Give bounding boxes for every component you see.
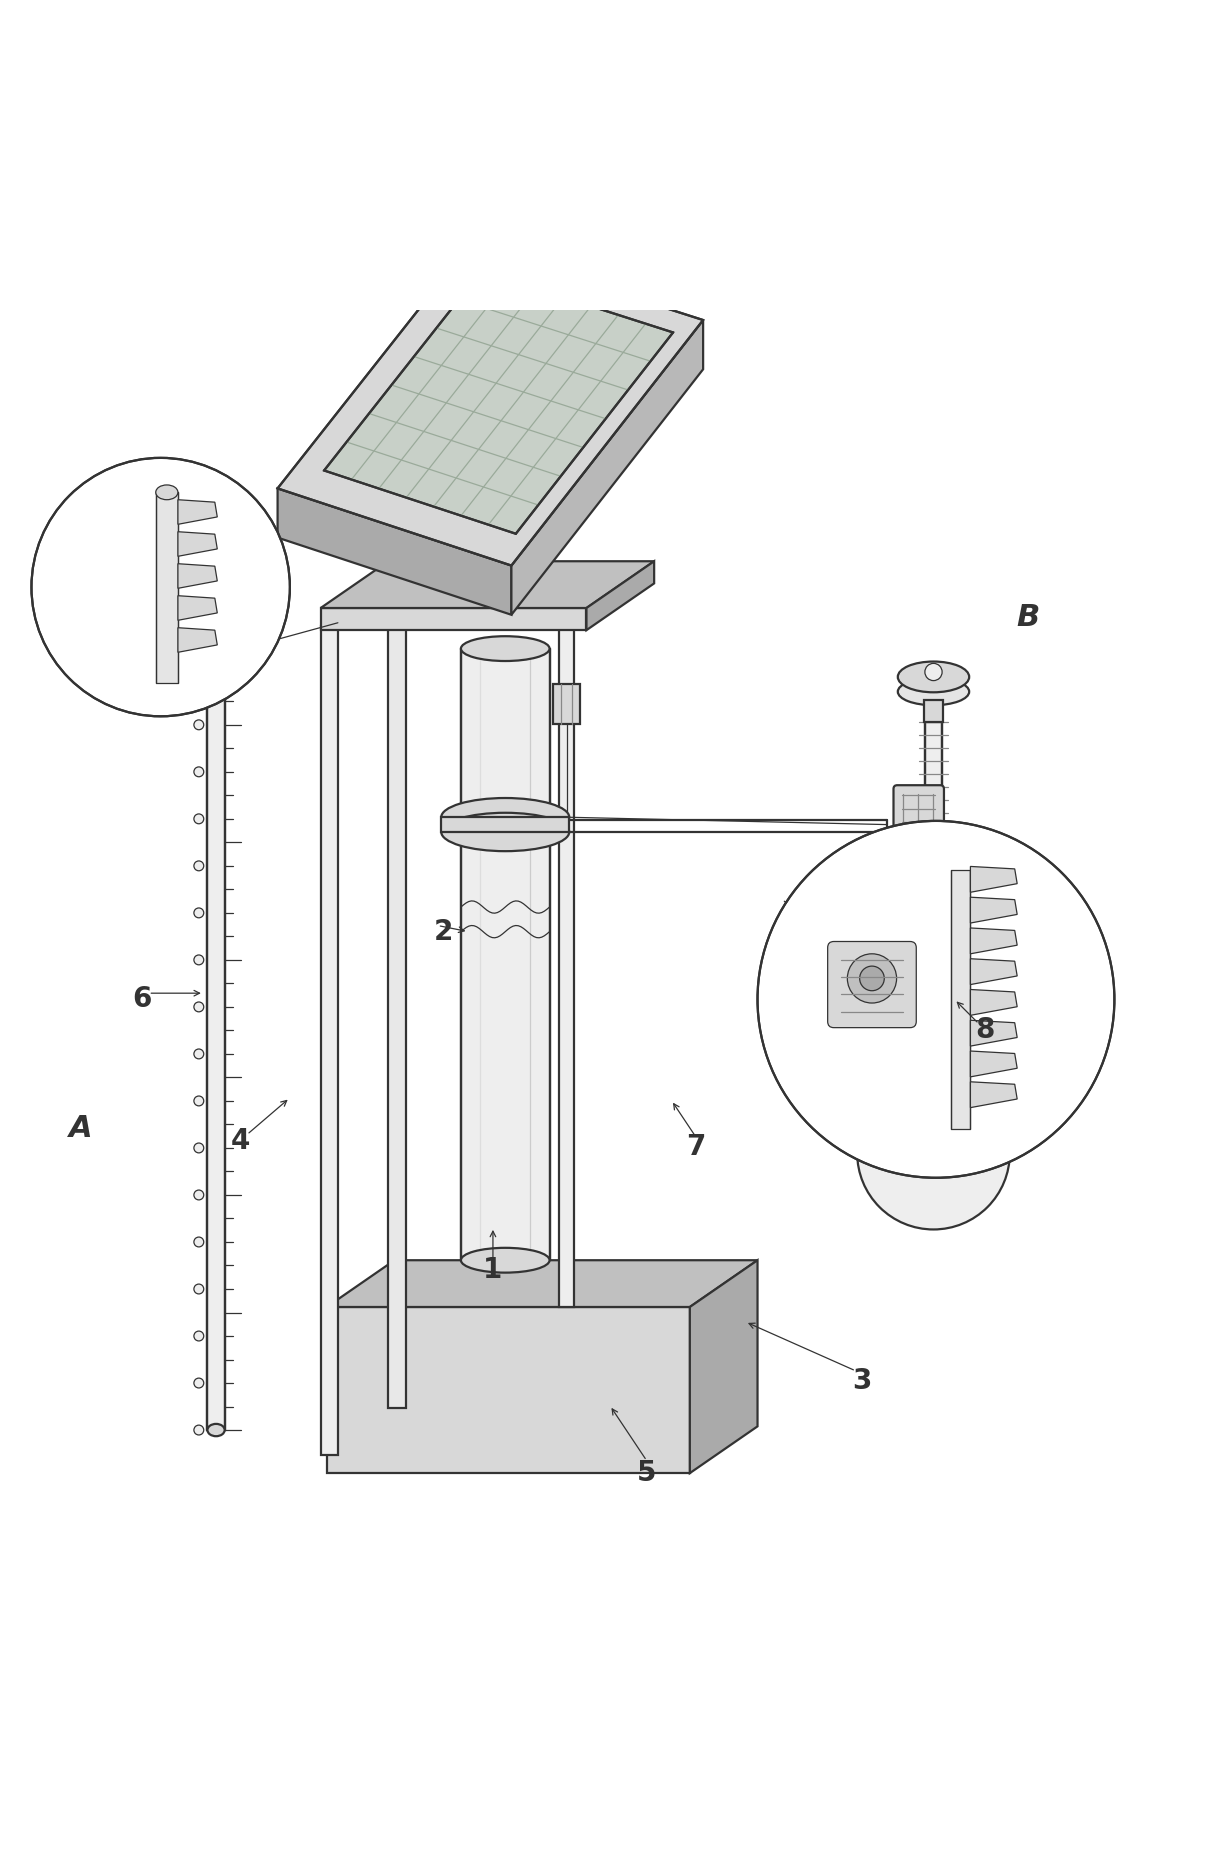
Circle shape xyxy=(860,966,885,990)
Circle shape xyxy=(193,1236,203,1248)
Circle shape xyxy=(193,1379,203,1388)
Polygon shape xyxy=(177,500,217,524)
Polygon shape xyxy=(971,1081,1018,1107)
Polygon shape xyxy=(971,927,1018,953)
Bar xyxy=(155,492,177,683)
Ellipse shape xyxy=(155,485,177,500)
Circle shape xyxy=(193,674,203,683)
Text: 1: 1 xyxy=(483,1257,503,1285)
Polygon shape xyxy=(277,489,511,615)
Polygon shape xyxy=(971,1051,1018,1077)
Polygon shape xyxy=(586,561,654,629)
Circle shape xyxy=(193,579,203,589)
Bar xyxy=(441,816,569,831)
Polygon shape xyxy=(320,607,586,629)
Bar xyxy=(559,626,574,1307)
Bar xyxy=(461,648,549,1261)
Bar xyxy=(553,685,580,724)
Text: 5: 5 xyxy=(637,1459,657,1486)
Ellipse shape xyxy=(898,661,970,692)
Polygon shape xyxy=(177,596,217,620)
Polygon shape xyxy=(971,959,1018,985)
Text: 8: 8 xyxy=(976,1016,995,1044)
Circle shape xyxy=(32,457,290,716)
FancyBboxPatch shape xyxy=(893,785,944,831)
Circle shape xyxy=(193,909,203,918)
Ellipse shape xyxy=(441,813,569,851)
Polygon shape xyxy=(326,1261,758,1307)
Circle shape xyxy=(193,955,203,964)
Ellipse shape xyxy=(461,1248,549,1273)
Circle shape xyxy=(193,1050,203,1059)
Polygon shape xyxy=(326,1307,690,1473)
Bar xyxy=(925,722,942,1074)
Circle shape xyxy=(857,1077,1010,1229)
Polygon shape xyxy=(971,1020,1018,1046)
Circle shape xyxy=(925,663,942,681)
Text: 4: 4 xyxy=(230,1127,250,1155)
Bar xyxy=(207,513,224,1431)
Polygon shape xyxy=(177,627,217,652)
Text: 6: 6 xyxy=(133,985,152,1012)
Ellipse shape xyxy=(461,637,549,661)
Ellipse shape xyxy=(562,250,609,267)
Circle shape xyxy=(193,1001,203,1012)
Polygon shape xyxy=(690,1261,758,1473)
Polygon shape xyxy=(511,320,703,615)
Polygon shape xyxy=(277,244,703,566)
Bar xyxy=(388,579,405,1409)
Circle shape xyxy=(193,1425,203,1435)
Text: 3: 3 xyxy=(853,1366,872,1396)
Bar xyxy=(924,700,944,722)
Polygon shape xyxy=(320,561,654,607)
Circle shape xyxy=(193,1144,203,1153)
Circle shape xyxy=(193,531,203,542)
Ellipse shape xyxy=(898,677,970,705)
Circle shape xyxy=(193,861,203,870)
Bar xyxy=(320,626,338,1455)
Ellipse shape xyxy=(207,507,224,520)
Circle shape xyxy=(193,814,203,824)
Circle shape xyxy=(848,953,897,1003)
Bar xyxy=(951,870,971,1129)
Text: B: B xyxy=(1016,603,1040,633)
Ellipse shape xyxy=(207,1423,224,1436)
Circle shape xyxy=(193,1190,203,1199)
Text: A: A xyxy=(69,1114,92,1144)
Ellipse shape xyxy=(556,213,615,228)
Ellipse shape xyxy=(562,161,609,178)
FancyBboxPatch shape xyxy=(828,942,917,1027)
Text: 7: 7 xyxy=(686,1133,706,1161)
Circle shape xyxy=(193,720,203,729)
Polygon shape xyxy=(177,531,217,557)
Bar xyxy=(562,168,609,257)
Polygon shape xyxy=(324,270,673,533)
Text: 2: 2 xyxy=(434,918,453,946)
Circle shape xyxy=(193,766,203,777)
Circle shape xyxy=(925,1099,987,1162)
Polygon shape xyxy=(971,990,1018,1016)
Circle shape xyxy=(193,1331,203,1340)
Polygon shape xyxy=(177,565,217,589)
Circle shape xyxy=(193,1096,203,1105)
Circle shape xyxy=(193,626,203,635)
Ellipse shape xyxy=(441,798,569,837)
Polygon shape xyxy=(971,866,1018,892)
Polygon shape xyxy=(971,898,1018,924)
Circle shape xyxy=(193,1285,203,1294)
Circle shape xyxy=(758,820,1115,1177)
